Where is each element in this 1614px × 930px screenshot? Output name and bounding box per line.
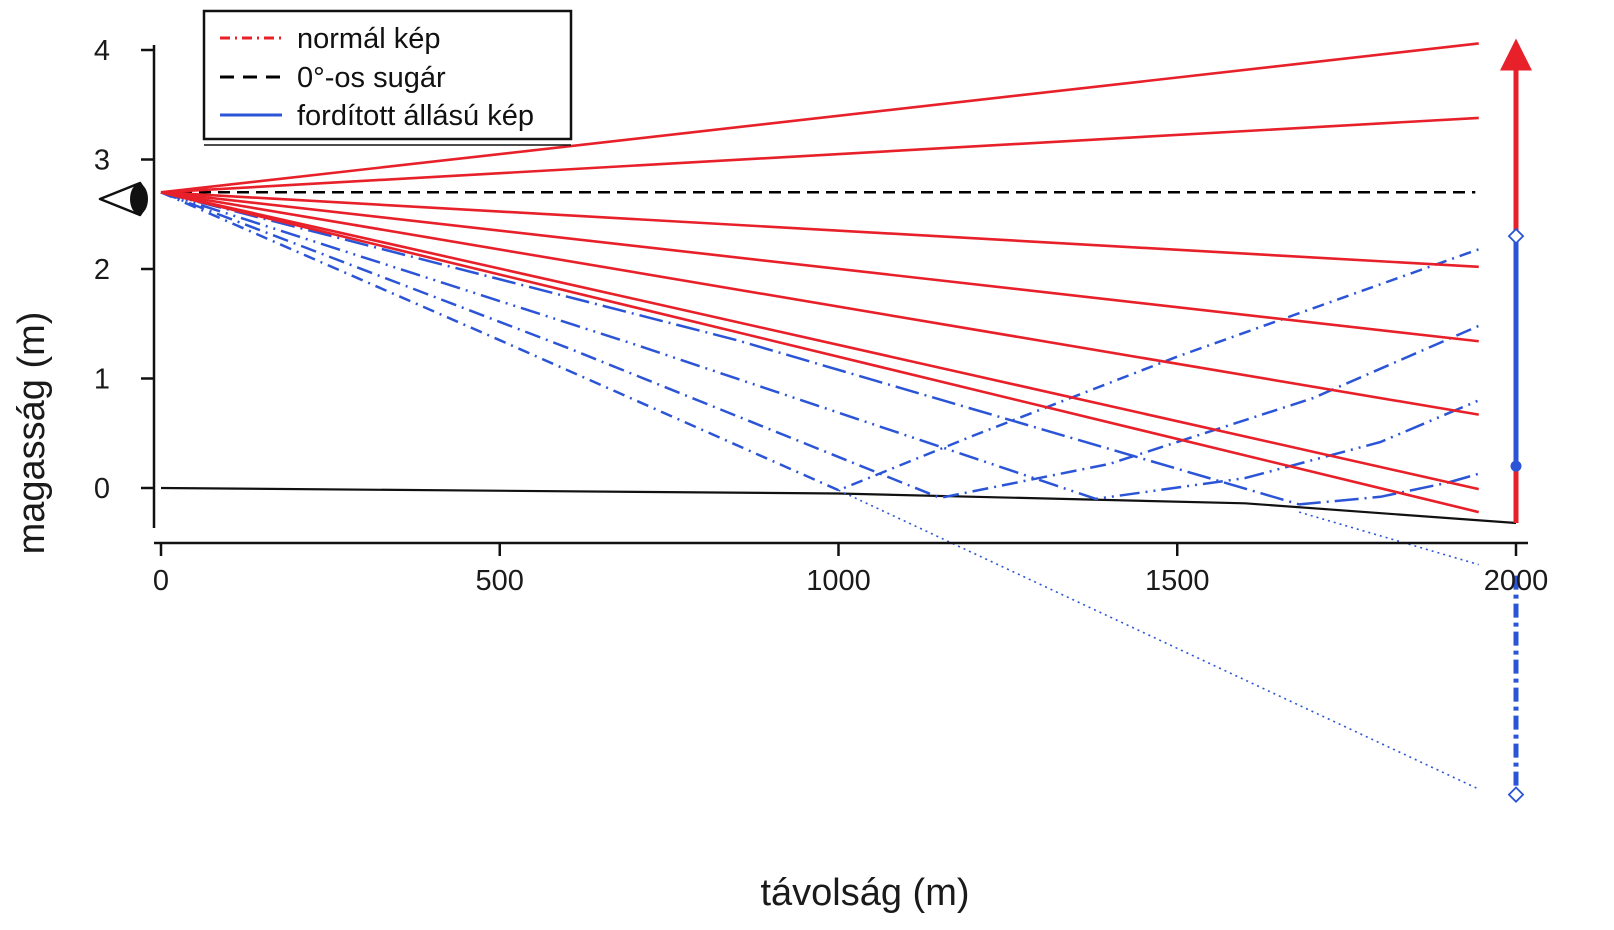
y-axis-title: magasság (m): [11, 312, 53, 555]
legend-item-normal: normál kép: [220, 23, 440, 55]
x-axis-title: távolság (m): [760, 872, 969, 914]
legend-label-normal: normál kép: [297, 23, 440, 55]
ground-line: [160, 486, 1517, 525]
rays-layer: [160, 42, 1480, 790]
inverted-image-top-diamond: [1507, 227, 1525, 245]
legend-box: [202, 9, 573, 141]
legend-label-inverted: fordított állású kép: [297, 100, 534, 132]
y-tick-label-3: 3: [94, 145, 110, 177]
axes-layer: [152, 45, 1528, 545]
normal-ray-4: [160, 191, 1479, 343]
inverted-ray-extension-1: [838, 489, 1480, 790]
normal-ray-2: [160, 116, 1479, 194]
legend-item-inverted: fordított állású kép: [220, 100, 534, 132]
normal-ray-5: [160, 191, 1479, 416]
x-tick-label-1500: 1500: [1145, 565, 1210, 597]
inverted-ray-2: [160, 191, 1480, 500]
x-tick-label-500: 500: [476, 565, 524, 597]
normal-ray-1: [160, 42, 1479, 194]
normal-ray-7: [160, 191, 1480, 514]
x-tick-label-2000: 2000: [1484, 565, 1549, 597]
normal-ray-6: [160, 191, 1480, 491]
ticks-layer: 0 500 1000 1500 2000 0 1 2 3 4: [94, 35, 1548, 597]
y-tick-label-1: 1: [94, 364, 110, 396]
normal-ray-3: [160, 191, 1479, 269]
normal-image-arrow-head: [1500, 38, 1532, 71]
y-tick-label-4: 4: [94, 35, 110, 67]
inverted-ray-4: [160, 191, 1480, 506]
y-tick-label-0: 0: [94, 473, 110, 505]
inverted-ray-extension-2: [1298, 511, 1479, 566]
legend-item-zero-ray: 0°-os sugár: [220, 62, 446, 94]
inverted-ray-3: [160, 191, 1480, 501]
ground-layer: [160, 486, 1517, 525]
y-tick-label-2: 2: [94, 254, 110, 286]
inverted-image-bottom-dot: [1510, 460, 1522, 472]
eye-icon: [98, 181, 148, 217]
x-tick-label-0: 0: [153, 565, 169, 597]
legend: normál kép 0°-os sugár fordított állású …: [202, 9, 573, 146]
legend-label-zero-ray: 0°-os sugár: [297, 62, 446, 94]
inverted-image-projection-diamond: [1507, 786, 1525, 803]
image-markers-layer: [1500, 38, 1532, 803]
x-tick-label-1000: 1000: [806, 565, 871, 597]
inverted-ray-1: [160, 191, 1480, 492]
